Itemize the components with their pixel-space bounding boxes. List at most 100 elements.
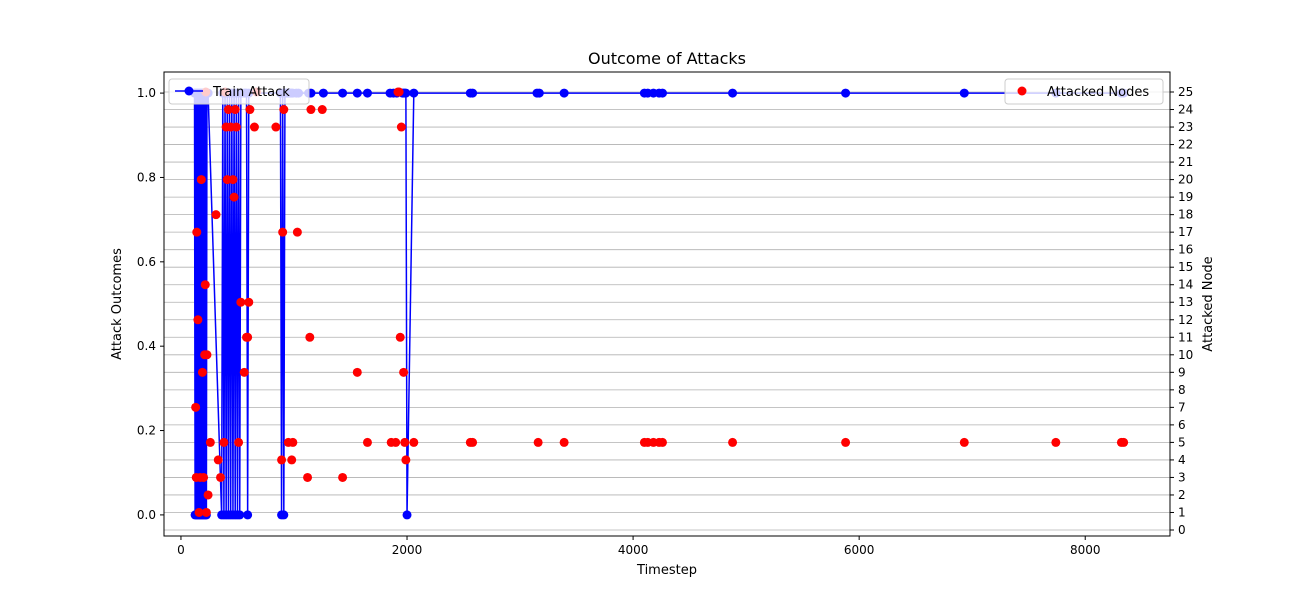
train-attack-point (401, 88, 411, 98)
attacked-node-point (409, 437, 419, 447)
attacked-node-point (244, 297, 254, 307)
attacked-node-point (292, 227, 302, 237)
right-y-tick-label: 1 (1178, 505, 1186, 519)
attacked-node-point (202, 350, 212, 360)
attacked-node-point (657, 437, 667, 447)
attacked-node-point (197, 367, 207, 377)
right-y-tick-label: 18 (1178, 208, 1193, 222)
left-y-axis-label: Attack Outcomes (110, 248, 125, 360)
attacked-node-point (192, 227, 202, 237)
attacked-node-point (468, 437, 478, 447)
attacked-node-point (959, 437, 969, 447)
train-attack-point (468, 88, 478, 98)
attacked-node-point (201, 507, 211, 517)
attacked-node-point (391, 437, 401, 447)
attacked-node-point (228, 175, 238, 185)
right-y-tick-label: 5 (1178, 435, 1186, 449)
right-y-tick-label: 21 (1178, 155, 1193, 169)
attacked-node-point (243, 332, 253, 342)
attacked-node-point (1051, 437, 1061, 447)
train-attack-point (657, 88, 667, 98)
attacked-node-point (395, 332, 405, 342)
right-y-tick-label: 22 (1178, 138, 1193, 152)
right-y-tick-label: 13 (1178, 295, 1193, 309)
attacked-node-point (219, 437, 229, 447)
train-attack-point (534, 88, 544, 98)
left-y-tick-label: 0.0 (137, 508, 156, 522)
attacked-node-point (271, 122, 281, 132)
legend-left: Train Attack (168, 78, 310, 105)
train-attack-point (409, 88, 419, 98)
attacked-node-point (305, 332, 315, 342)
legend-left-label: Train Attack (212, 85, 290, 100)
x-axis-ticks: 0 2000 4000 6000 8000 (177, 536, 1100, 557)
attacked-node-point (196, 175, 206, 185)
attacked-node-point (399, 367, 409, 377)
right-y-tick-label: 2 (1178, 488, 1186, 502)
attacked-node-point (401, 455, 411, 465)
right-y-tick-label: 3 (1178, 470, 1186, 484)
right-y-tick-label: 25 (1178, 85, 1193, 99)
legend-right: Attacked Nodes (1004, 78, 1164, 105)
attacked-node-point (249, 122, 259, 132)
x-axis-label: Timestep (636, 563, 697, 578)
right-y-tick-label: 16 (1178, 243, 1193, 257)
attacked-node-point (559, 437, 569, 447)
attacked-node-point (234, 437, 244, 447)
train-attack-point (728, 88, 738, 98)
right-y-tick-label: 11 (1178, 330, 1193, 344)
right-y-tick-label: 14 (1178, 278, 1193, 292)
x-tick-label: 6000 (844, 543, 875, 557)
attacked-node-point (236, 297, 246, 307)
attacked-node-point (1119, 437, 1129, 447)
right-y-tick-label: 4 (1178, 453, 1186, 467)
right-y-tick-label: 0 (1178, 523, 1186, 537)
right-y-tick-label: 24 (1178, 103, 1193, 117)
attacked-node-point (199, 472, 209, 482)
train-attack-point (243, 510, 253, 520)
train-attack-point (318, 88, 328, 98)
right-y-tick-label: 19 (1178, 190, 1193, 204)
left-y-tick-label: 0.2 (137, 424, 156, 438)
right-y-tick-label: 10 (1178, 348, 1193, 362)
right-y-tick-label: 6 (1178, 418, 1186, 432)
attacked-node-point (229, 192, 239, 202)
legend-line-marker (184, 86, 194, 96)
left-y-tick-label: 1.0 (137, 86, 156, 100)
attacked-node-point (279, 105, 289, 115)
attacked-node-point (277, 455, 287, 465)
attacked-node-point (728, 437, 738, 447)
attacked-node-point (200, 280, 210, 290)
plot-frame (163, 71, 1171, 537)
attacked-node-point (400, 437, 410, 447)
attacked-node-point (306, 105, 316, 115)
attacked-node-point (362, 437, 372, 447)
chart-title: Outcome of Attacks (588, 49, 746, 68)
train-attack-point (352, 88, 362, 98)
right-y-tick-label: 9 (1178, 365, 1186, 379)
right-y-axis-ticks: 0123456789101112131415161718192021222324… (1170, 85, 1193, 537)
attacked-node-point (396, 122, 406, 132)
left-y-tick-label: 0.6 (137, 255, 156, 269)
attacked-node-point (278, 227, 288, 237)
attacked-node-point (213, 455, 223, 465)
legend-right-box (1004, 78, 1164, 105)
attacked-node-point (841, 437, 851, 447)
attacked-node-point (203, 490, 213, 500)
legend-point-marker (1017, 86, 1027, 96)
train-attack-point (841, 88, 851, 98)
x-tick-label: 4000 (618, 543, 649, 557)
attacked-node-point (230, 105, 240, 115)
left-y-tick-label: 0.4 (137, 339, 156, 353)
left-y-tick-label: 0.8 (137, 170, 156, 184)
attacked-node-point (216, 472, 226, 482)
attacked-node-point (191, 402, 201, 412)
train-attack-point (338, 88, 348, 98)
train-attack-point (279, 510, 289, 520)
attacked-node-point (223, 105, 233, 115)
attacked-node-point (303, 472, 313, 482)
train-attack-point (959, 88, 969, 98)
right-y-tick-label: 23 (1178, 120, 1193, 134)
attacked-node-point (245, 105, 255, 115)
